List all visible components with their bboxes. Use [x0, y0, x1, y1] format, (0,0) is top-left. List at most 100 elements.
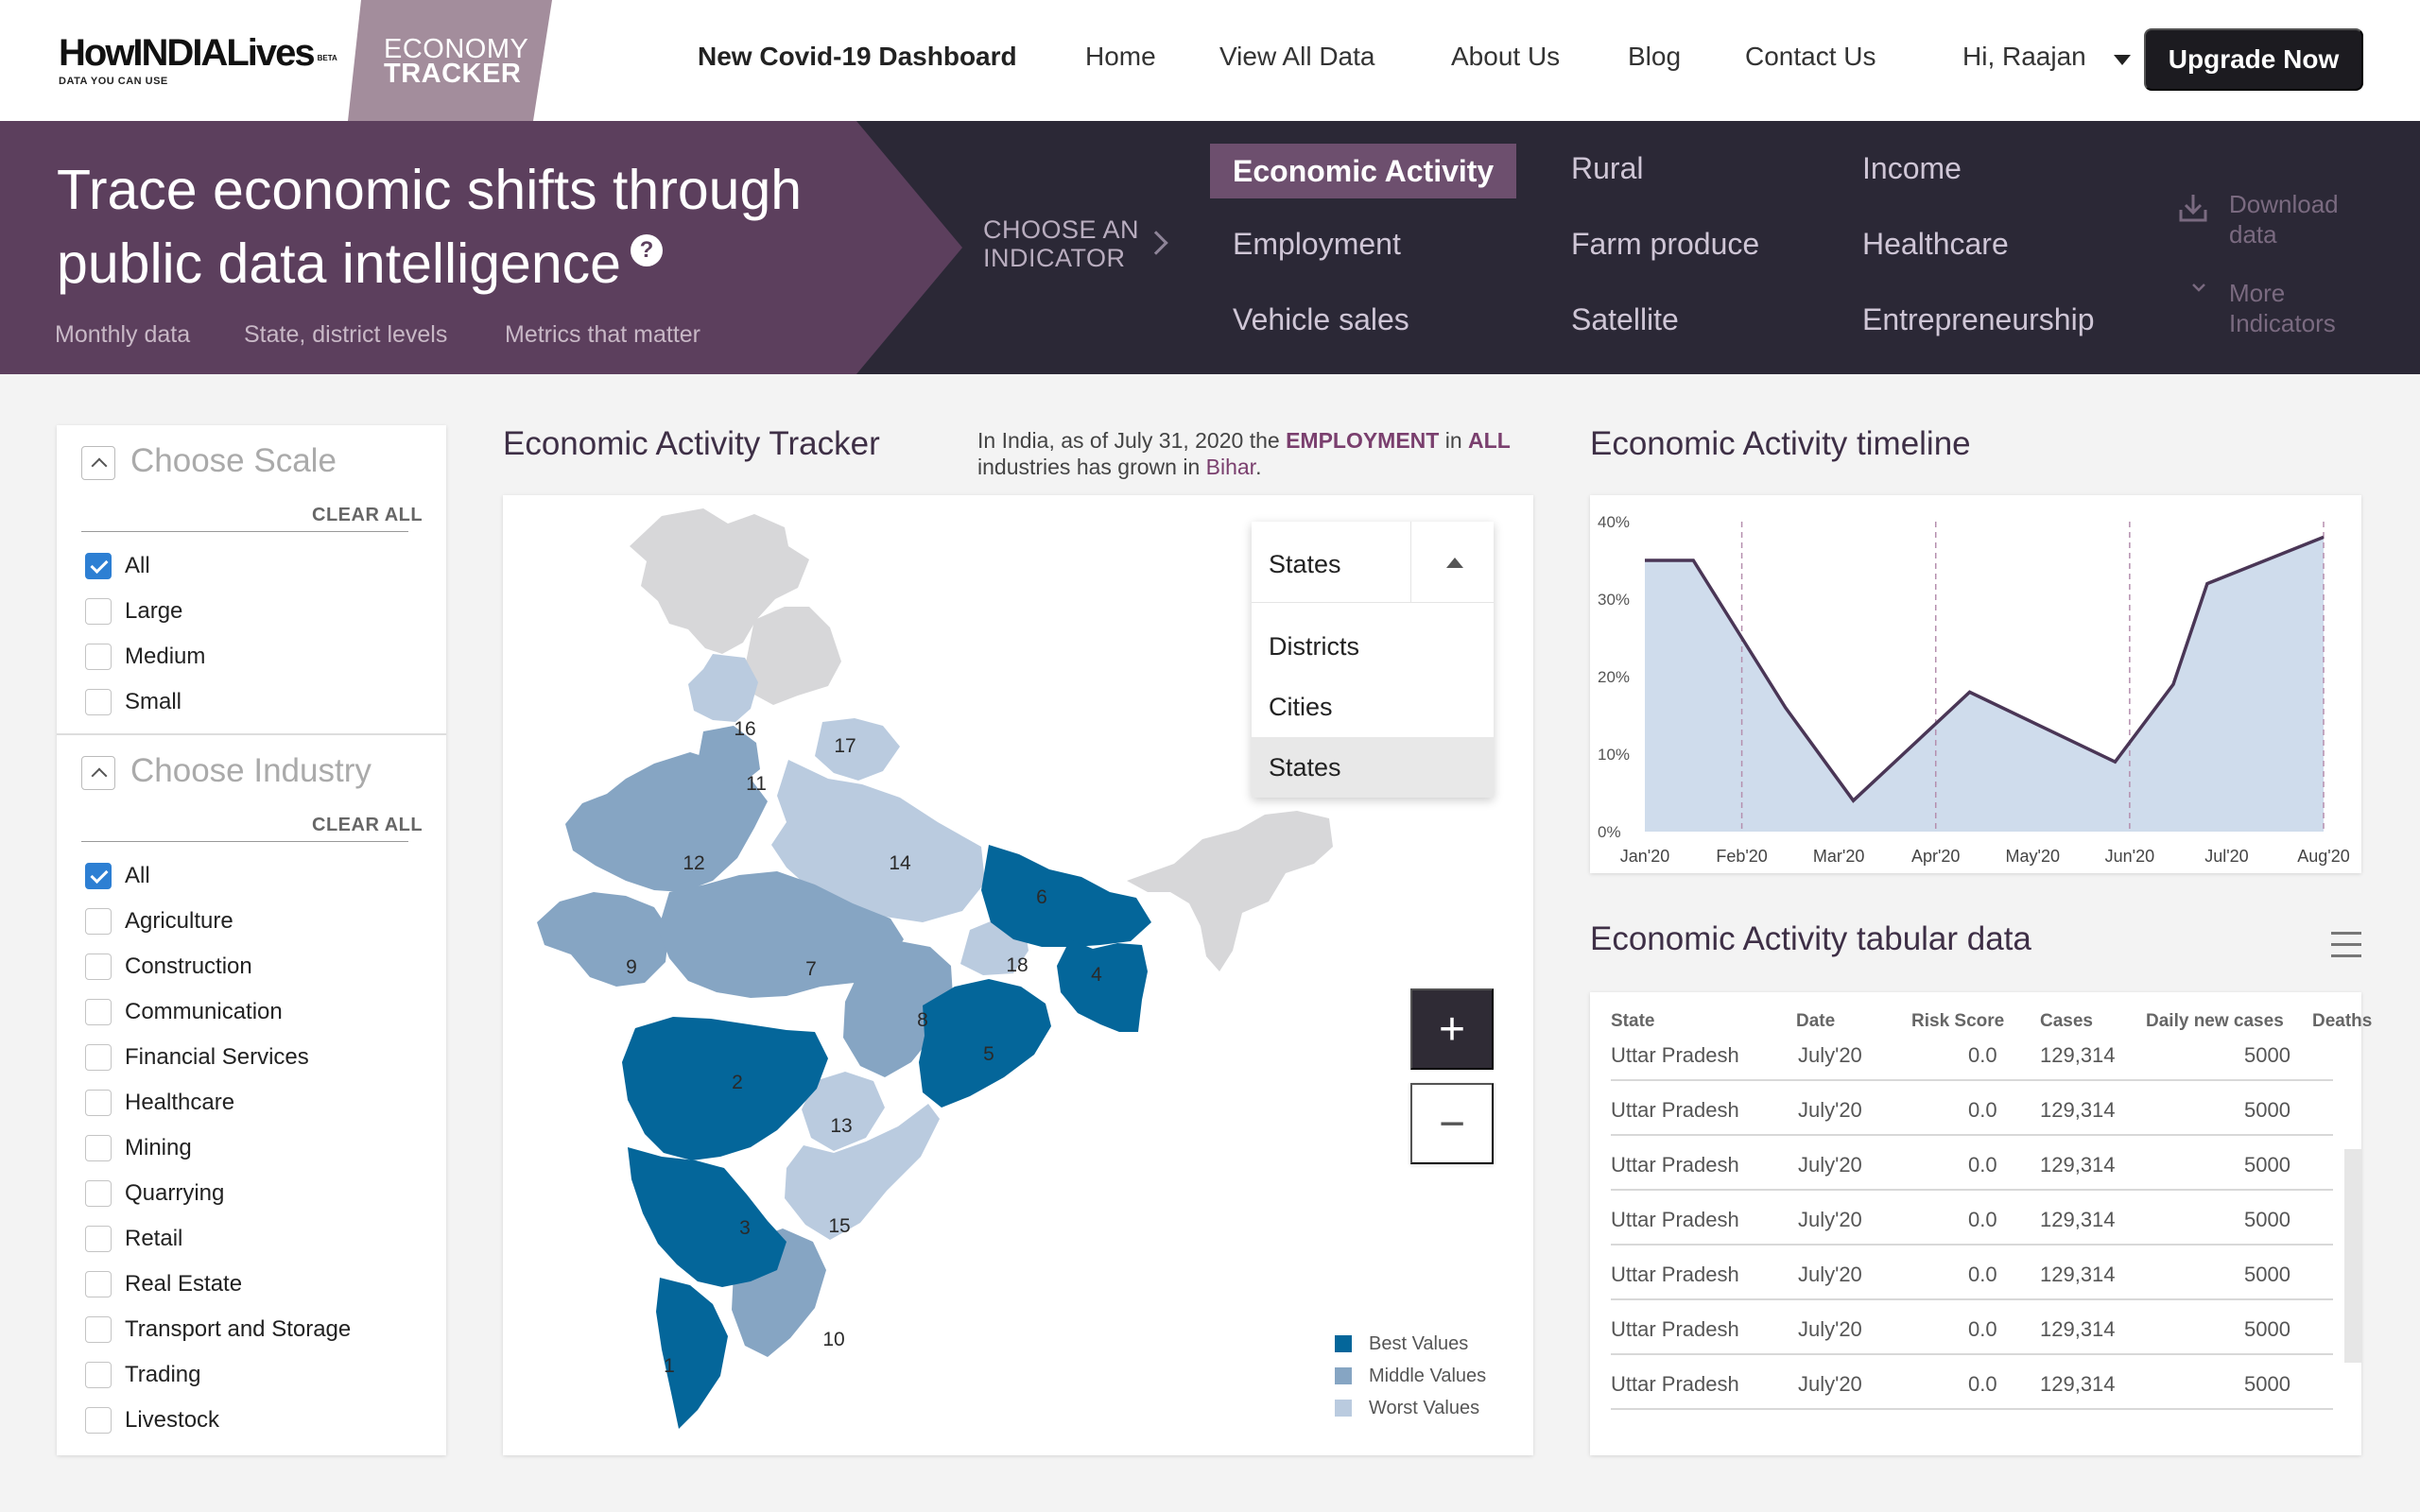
- scale-option-all[interactable]: All: [85, 552, 150, 580]
- dropdown-option-states[interactable]: States: [1252, 737, 1494, 798]
- clear-all-industry-button[interactable]: CLEAR ALL: [312, 815, 424, 835]
- map-region-12[interactable]: [565, 752, 768, 892]
- table-row[interactable]: Uttar Pradesh July'20 0.0 129,314 5000: [1611, 1136, 2333, 1191]
- table-row[interactable]: Uttar Pradesh July'20 0.0 129,314 5000: [1611, 1355, 2333, 1410]
- indicator-economic-activity[interactable]: Economic Activity: [1210, 144, 1517, 198]
- checkbox-icon[interactable]: [85, 1226, 112, 1252]
- map-region-7[interactable]: [658, 871, 904, 998]
- table-column-header[interactable]: State: [1611, 1011, 1655, 1031]
- scale-option-large[interactable]: Large: [85, 597, 182, 626]
- indicator-farm-produce[interactable]: Farm produce: [1571, 227, 1760, 261]
- industry-option-transport-and-storage[interactable]: Transport and Storage: [85, 1315, 351, 1344]
- table-column-header[interactable]: Risk Score: [1911, 1011, 2005, 1031]
- industry-option-quarrying[interactable]: Quarrying: [85, 1179, 224, 1208]
- table-row[interactable]: Uttar Pradesh July'20 0.0 129,314 5000: [1611, 1026, 2333, 1081]
- map-region-6[interactable]: [981, 845, 1151, 947]
- map-region-13[interactable]: [802, 1072, 885, 1151]
- nav-home[interactable]: Home: [1085, 42, 1156, 71]
- zoom-out-button[interactable]: −: [1410, 1083, 1494, 1164]
- industry-option-real-estate[interactable]: Real Estate: [85, 1270, 242, 1298]
- economy-tracker-badge[interactable]: ECONOMY TRACKER: [348, 0, 552, 121]
- industry-option-communication[interactable]: Communication: [85, 998, 283, 1026]
- map-region-14[interactable]: [771, 760, 985, 922]
- collapse-scale-icon[interactable]: [81, 446, 115, 480]
- table-column-header[interactable]: Cases: [2040, 1011, 2093, 1031]
- map-region-5[interactable]: [919, 979, 1051, 1108]
- nav-about-us[interactable]: About Us: [1451, 42, 1561, 71]
- nav-contact-us[interactable]: Contact Us: [1745, 42, 1876, 71]
- table-row[interactable]: Uttar Pradesh July'20 0.0 129,314 5000: [1611, 1300, 2333, 1355]
- table-row[interactable]: Uttar Pradesh July'20 0.0 129,314 5000: [1611, 1246, 2333, 1300]
- indicator-vehicle-sales[interactable]: Vehicle sales: [1233, 302, 1409, 336]
- user-menu-caret-icon[interactable]: [2114, 55, 2131, 65]
- map-region-16[interactable]: [688, 654, 758, 722]
- map-region-9[interactable]: [537, 892, 669, 987]
- nav-view-all-data[interactable]: View All Data: [1219, 42, 1375, 71]
- summary-metric[interactable]: EMPLOYMENT: [1286, 428, 1440, 453]
- checkbox-icon[interactable]: [85, 689, 112, 715]
- clear-all-scale-button[interactable]: CLEAR ALL: [312, 505, 424, 525]
- industry-option-trading[interactable]: Trading: [85, 1361, 200, 1389]
- checkbox-icon[interactable]: [85, 1271, 112, 1297]
- summary-scope[interactable]: ALL: [1468, 428, 1511, 453]
- checkbox-checked-icon[interactable]: [85, 863, 112, 889]
- industry-option-agriculture[interactable]: Agriculture: [85, 907, 233, 936]
- indicator-rural[interactable]: Rural: [1571, 151, 1644, 185]
- chevron-down-icon[interactable]: [2191, 282, 2206, 293]
- checkbox-icon[interactable]: [85, 1044, 112, 1071]
- more-indicators-link[interactable]: More Indicators: [2229, 278, 2336, 338]
- checkbox-icon[interactable]: [85, 1407, 112, 1434]
- scale-dropdown[interactable]: States Districts Cities States: [1252, 522, 1494, 798]
- table-row[interactable]: Uttar Pradesh July'20 0.0 129,314 5000: [1611, 1191, 2333, 1246]
- summary-state[interactable]: Bihar: [1205, 455, 1256, 479]
- industry-option-all[interactable]: All: [85, 862, 150, 890]
- checkbox-icon[interactable]: [85, 908, 112, 935]
- indicator-employment[interactable]: Employment: [1233, 227, 1401, 261]
- map-region-15[interactable]: [785, 1104, 940, 1240]
- map-region-3[interactable]: [628, 1147, 786, 1287]
- map-region-1[interactable]: [656, 1278, 728, 1429]
- scale-option-medium[interactable]: Medium: [85, 643, 205, 671]
- help-icon[interactable]: ?: [630, 234, 663, 266]
- checkbox-icon[interactable]: [85, 1316, 112, 1343]
- table-row[interactable]: Uttar Pradesh July'20 0.0 129,314 5000: [1611, 1081, 2333, 1136]
- table-column-header[interactable]: Date: [1796, 1011, 1836, 1031]
- checkbox-icon[interactable]: [85, 999, 112, 1025]
- industry-option-mining[interactable]: Mining: [85, 1134, 192, 1162]
- table-column-header[interactable]: Daily new cases: [2146, 1011, 2284, 1031]
- indicator-healthcare[interactable]: Healthcare: [1862, 227, 2009, 261]
- checkbox-icon[interactable]: [85, 954, 112, 980]
- industry-option-financial-services[interactable]: Financial Services: [85, 1043, 309, 1072]
- dropdown-option-districts[interactable]: Districts: [1269, 632, 1359, 661]
- howindialives-logo[interactable]: HowINDIALives BETA DATA YOU CAN USE: [59, 32, 337, 87]
- industry-option-healthcare[interactable]: Healthcare: [85, 1089, 234, 1117]
- download-icon[interactable]: [2176, 191, 2210, 225]
- table-column-header[interactable]: Deaths: [2312, 1011, 2373, 1031]
- indicator-entrepreneurship[interactable]: Entrepreneurship: [1862, 302, 2095, 336]
- industry-option-retail[interactable]: Retail: [85, 1225, 182, 1253]
- nav-blog[interactable]: Blog: [1628, 42, 1682, 71]
- industry-option-construction[interactable]: Construction: [85, 953, 252, 981]
- upgrade-now-button[interactable]: Upgrade Now: [2144, 28, 2363, 91]
- nav-covid-dashboard[interactable]: New Covid-19 Dashboard: [698, 42, 1017, 71]
- checkbox-icon[interactable]: [85, 598, 112, 625]
- industry-option-livestock[interactable]: Livestock: [85, 1406, 219, 1435]
- checkbox-icon[interactable]: [85, 644, 112, 670]
- timeline-chart[interactable]: 0% 10% 20% 30% 40% Jan'20 Feb'20 Mar'20 Apr'20 Ma…: [1590, 495, 2361, 873]
- scale-option-small[interactable]: Small: [85, 688, 182, 716]
- checkbox-icon[interactable]: [85, 1180, 112, 1207]
- indicator-income[interactable]: Income: [1862, 151, 1962, 185]
- checkbox-icon[interactable]: [85, 1362, 112, 1388]
- zoom-in-button[interactable]: +: [1410, 988, 1494, 1070]
- download-data-link[interactable]: Download data: [2229, 189, 2339, 249]
- caret-up-icon[interactable]: [1446, 558, 1463, 568]
- checkbox-icon[interactable]: [85, 1090, 112, 1116]
- map-region-17[interactable]: [815, 718, 900, 781]
- table-scrollbar[interactable]: [2344, 1149, 2361, 1363]
- user-greeting[interactable]: Hi, Raajan: [1962, 42, 2086, 71]
- checkbox-checked-icon[interactable]: [85, 553, 112, 579]
- collapse-industry-icon[interactable]: [81, 756, 115, 790]
- checkbox-icon[interactable]: [85, 1135, 112, 1161]
- indicator-satellite[interactable]: Satellite: [1571, 302, 1679, 336]
